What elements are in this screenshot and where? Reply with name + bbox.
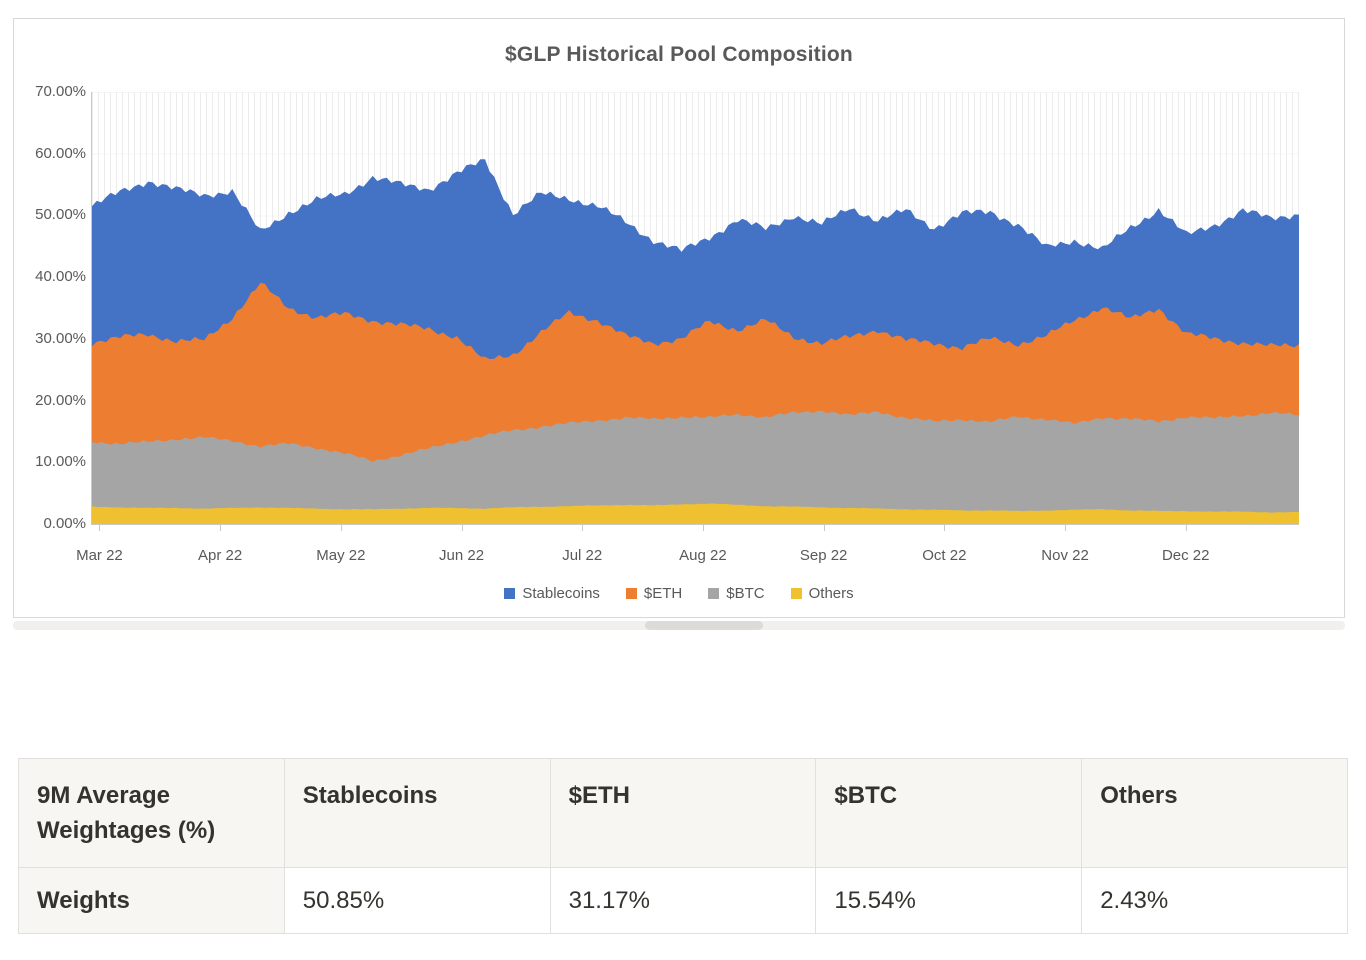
header-cell-stablecoins: Stablecoins [283,758,551,868]
legend-item-others: Others [790,585,854,602]
x-axis-label: Jun 22 [439,547,485,564]
legend-item-stablecoins: Stablecoins [504,585,600,602]
legend-swatch-icon [504,588,516,599]
header-cell-title: 9M Average Weightages (%) [18,758,285,868]
y-axis-label: 30.00% [35,329,86,347]
x-axis-label: May 22 [316,547,366,564]
x-axis-tick [340,525,342,531]
area-others [92,503,1299,524]
x-axis-label: Oct 22 [922,547,967,564]
legend-label: $ETH [643,585,683,602]
stacked-area-chart [92,159,1299,524]
x-axis-label: Nov 22 [1041,547,1089,564]
x-axis-tick [582,525,584,531]
table-row: Weights 50.85% 31.17% 15.54% 2.43% [18,867,1348,934]
x-axis-tick [1185,525,1187,531]
x-axis-label: Mar 22 [76,547,123,564]
value-cell-eth: 31.17% [549,867,817,934]
chart-card: $GLP Historical Pool Composition 70.00% 6… [13,18,1345,618]
x-axis-label: Apr 22 [198,547,243,564]
value-cell-stablecoins: 50.85% [283,867,551,934]
x-axis-label: Aug 22 [679,547,727,564]
header-cell-btc: $BTC [815,758,1083,868]
y-axis-label: 70.00% [35,83,86,100]
value-cell-others: 2.43% [1081,867,1348,934]
area-btc [92,410,1299,524]
chart-legend: Stablecoins $ETH $BTC Others [14,585,1344,602]
weights-table: 9M Average Weightages (%) Stablecoins $E… [18,758,1348,934]
y-axis-label: 40.00% [35,268,86,286]
y-axis-label: 60.00% [35,144,86,162]
legend-swatch-icon [708,588,720,599]
horizontal-scrollbar-thumb[interactable] [645,621,763,630]
x-axis-tick [220,525,222,531]
x-axis-tick [823,525,825,531]
x-axis-tick [702,525,704,531]
chart-plot-area [91,92,1299,525]
x-axis-tick [944,525,946,531]
chart-title: $GLP Historical Pool Composition [505,43,853,66]
y-axis-label: 20.00% [35,391,86,409]
value-cell-btc: 15.54% [815,867,1083,934]
legend-label: Stablecoins [522,585,600,602]
y-axis-label: 0.00% [43,514,86,532]
y-axis-label: 50.00% [35,206,86,224]
legend-swatch-icon [625,588,637,599]
legend-label: $BTC [726,585,765,602]
header-cell-others: Others [1081,758,1348,868]
header-cell-eth: $ETH [549,758,817,868]
x-axis-tick [99,525,101,531]
table-header-row: 9M Average Weightages (%) Stablecoins $E… [18,758,1348,868]
x-axis-label: Dec 22 [1161,547,1210,564]
row-label-weights: Weights [18,867,285,934]
legend-label: Others [808,585,854,602]
x-axis-tick [1065,525,1067,531]
x-axis-label: Sep 22 [799,547,848,564]
x-axis-label: Jul 22 [562,547,603,564]
legend-item-eth: $ETH [625,585,683,602]
legend-item-btc: $BTC [708,585,765,602]
x-axis-tick [461,525,463,531]
legend-swatch-icon [790,588,802,599]
y-axis-label: 10.00% [35,453,86,471]
horizontal-scrollbar-track [13,621,1345,630]
